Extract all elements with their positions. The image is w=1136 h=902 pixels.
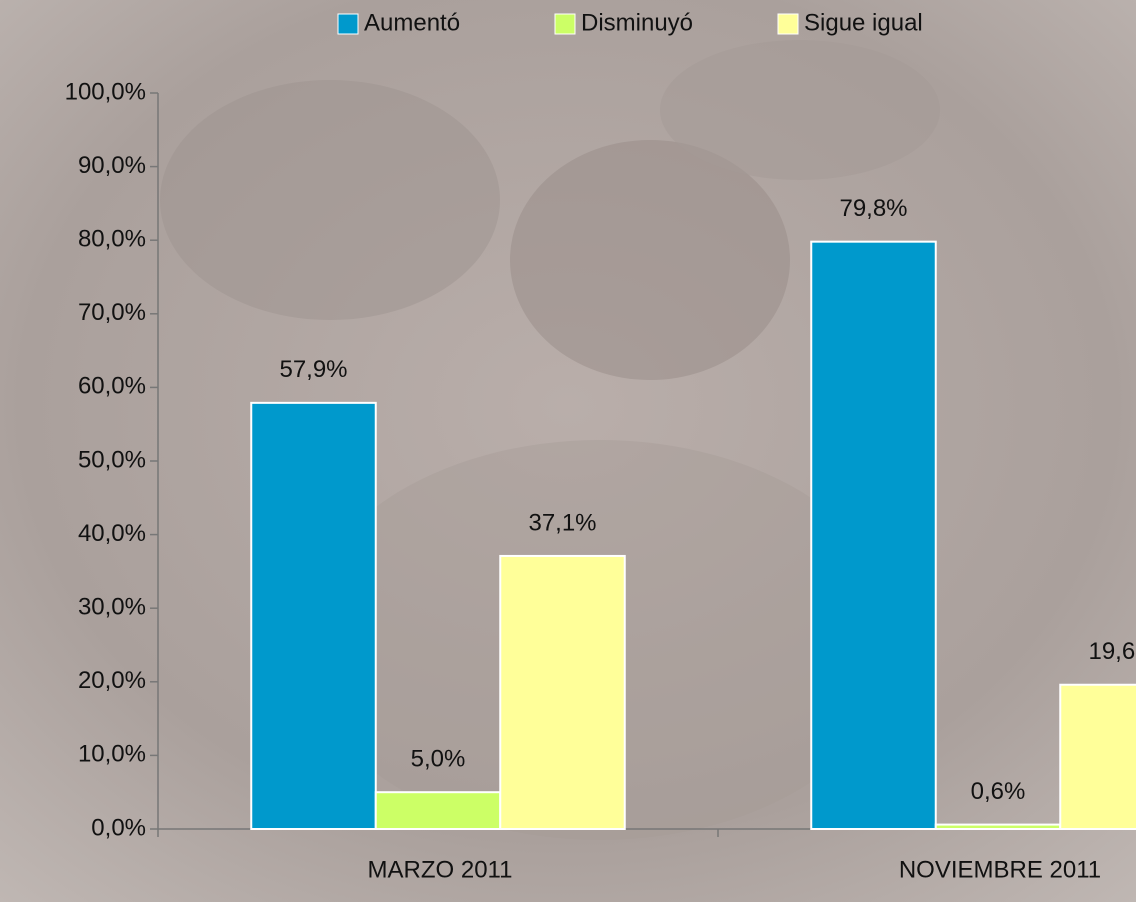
y-tick-label: 100,0% xyxy=(65,78,146,105)
data-label: 37,1% xyxy=(528,509,596,536)
y-tick-label: 60,0% xyxy=(78,373,146,400)
photo-shape xyxy=(510,140,790,380)
photo-shape xyxy=(160,80,500,320)
data-label: 19,6% xyxy=(1088,638,1136,665)
legend-label: Sigue igual xyxy=(804,9,923,36)
legend-swatch xyxy=(337,13,359,35)
photo-shape xyxy=(660,40,940,180)
data-label: 79,8% xyxy=(839,195,907,222)
y-tick-label: 50,0% xyxy=(78,446,146,473)
bar xyxy=(934,823,1062,830)
y-tick-label: 90,0% xyxy=(78,152,146,179)
y-tick-label: 20,0% xyxy=(78,667,146,694)
bar xyxy=(1059,683,1136,831)
bar xyxy=(374,791,502,831)
legend-swatch xyxy=(554,13,576,35)
legend-label: Disminuyó xyxy=(581,9,693,36)
legend-swatch xyxy=(777,13,799,35)
bar xyxy=(810,240,937,830)
data-label: 57,9% xyxy=(279,356,347,383)
y-tick-label: 70,0% xyxy=(78,299,146,326)
y-tick-label: 80,0% xyxy=(78,226,146,253)
y-tick-label: 30,0% xyxy=(78,594,146,621)
data-label: 0,6% xyxy=(971,778,1026,805)
x-tick-label: MARZO 2011 xyxy=(368,856,513,883)
y-tick-label: 0,0% xyxy=(91,814,146,841)
bar xyxy=(499,554,626,830)
data-label: 5,0% xyxy=(411,746,466,773)
bar xyxy=(250,401,377,830)
y-tick-label: 10,0% xyxy=(78,741,146,768)
legend-label: Aumentó xyxy=(364,9,460,36)
y-tick-label: 40,0% xyxy=(78,520,146,547)
x-tick-label: NOVIEMBRE 2011 xyxy=(899,856,1101,883)
